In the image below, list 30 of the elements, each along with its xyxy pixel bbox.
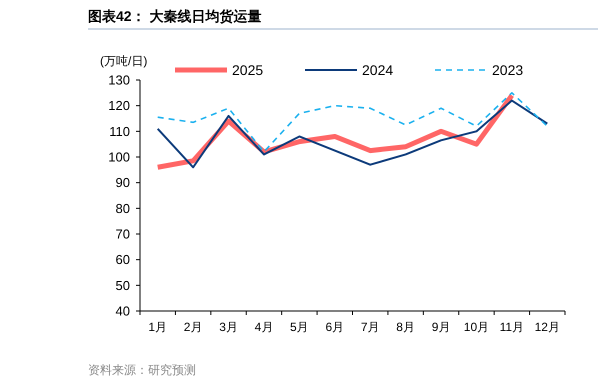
text: 资料来源：研究预测 [88, 363, 196, 377]
y-axis-title: (万吨/日) [100, 54, 148, 68]
line-series [156, 92, 548, 153]
y-tick-label: 80 [116, 200, 130, 216]
x-tick-label: 10月 [464, 320, 490, 334]
x-tick-label: 11月 [500, 320, 524, 334]
y-tick-label: 100 [108, 150, 130, 165]
y-tick-label: 90 [116, 175, 130, 190]
legend-label: 2024 [362, 62, 394, 78]
x-tick-label: 8月 [396, 320, 415, 334]
chart-title: 图表42： 大秦线日均货运量 [88, 8, 262, 24]
x-tick-label: 7月 [360, 320, 380, 334]
y-tick-label: 70 [116, 226, 130, 242]
x-tick-label: 4月 [254, 320, 274, 334]
x-tick-label: 1月 [148, 320, 168, 334]
x-tick-label: 2月 [184, 320, 202, 334]
x-tick-label: 9月 [432, 320, 450, 334]
x-tick-label: 6月 [325, 320, 344, 334]
y-tick-label: 110 [109, 124, 130, 139]
x-tick-label: 5月 [290, 320, 309, 334]
legend-label: 2023 [492, 62, 524, 78]
y-tick-label: 40 [116, 304, 130, 319]
line-series [156, 100, 548, 168]
x-tick-label: 12月 [534, 320, 560, 334]
y-tick-label: 60 [116, 252, 130, 268]
y-tick-label: 50 [116, 278, 130, 293]
y-tick-label: 120 [108, 98, 130, 114]
x-tick-label: 3月 [219, 320, 238, 334]
legend-label: 2025 [232, 62, 264, 78]
y-tick-label: 130 [108, 72, 130, 88]
